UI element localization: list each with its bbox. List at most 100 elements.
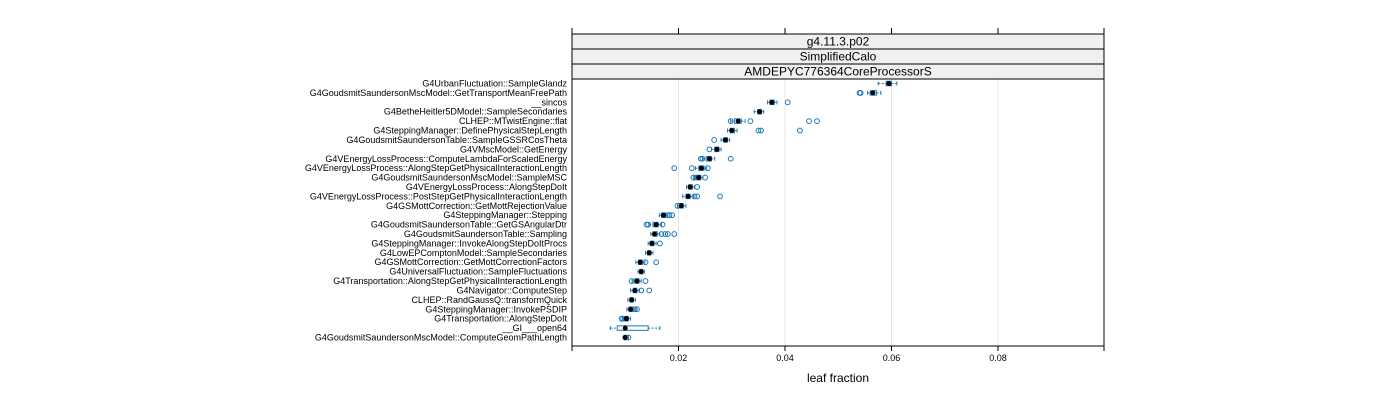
category-label-9: G4VEnergyLossProcess::AlongStepGetPhysic… xyxy=(305,163,567,173)
box-12 xyxy=(682,193,723,200)
outlier-point-0 xyxy=(691,193,698,200)
x-axis: 0.02 0.04 0.06 0.08 xyxy=(571,346,1105,363)
box-18 xyxy=(644,250,654,256)
median-point xyxy=(622,325,628,331)
outlier-point-1 xyxy=(666,212,673,219)
outlier-point-1 xyxy=(694,193,701,200)
category-label-17: G4SteppingManager::InvokeAlongStepDoItPr… xyxy=(371,238,567,248)
box-21 xyxy=(628,278,649,284)
box-19 xyxy=(635,259,660,266)
box-15 xyxy=(643,221,666,228)
box-17 xyxy=(647,240,663,247)
outlier-point-2 xyxy=(659,221,666,228)
outlier-point-2 xyxy=(664,231,671,237)
median-point xyxy=(714,146,720,152)
category-label-10: G4GoudsmitSaundersonMscModel::SampleMSC xyxy=(371,173,567,183)
outlier-point-1 xyxy=(688,165,695,172)
outlier-point-0 xyxy=(671,165,678,172)
category-label-15: G4GoudsmitSaundersonTable::GetGSAngularD… xyxy=(371,220,567,230)
outlier-point-0 xyxy=(658,231,665,237)
outlier-point-2 xyxy=(806,118,812,125)
outlier-point-0 xyxy=(727,118,734,125)
box-27 xyxy=(622,334,632,341)
outlier-point-0 xyxy=(711,137,718,143)
x-tick-label-1: 0.04 xyxy=(776,353,794,363)
outlier-point-2 xyxy=(797,127,803,134)
median-point xyxy=(685,193,691,199)
box-3 xyxy=(753,108,765,115)
category-label-27: G4GoudsmitSaundersonMscModel::ComputeGeo… xyxy=(315,333,567,343)
box-8 xyxy=(697,155,734,162)
outlier-point-0 xyxy=(784,99,791,106)
outlier-point-2 xyxy=(702,174,709,181)
outlier-point-0 xyxy=(642,259,649,266)
median-point xyxy=(735,118,741,124)
outlier-point-1 xyxy=(634,306,640,313)
outlier-point-1 xyxy=(645,221,652,228)
x-gridlines xyxy=(678,79,999,346)
category-label-8: G4VEnergyLossProcess::ComputeLambdaForSc… xyxy=(325,154,567,164)
box-22 xyxy=(630,287,653,294)
x-tick-label-3: 0.08 xyxy=(989,353,1007,363)
outlier-point-2 xyxy=(704,165,711,172)
category-label-5: G4SteppingManager::DefinePhysicalStepLen… xyxy=(373,126,567,136)
median-point xyxy=(629,297,635,303)
median-point xyxy=(678,203,684,209)
median-point xyxy=(638,269,644,275)
x-axis-title: leaf fraction xyxy=(807,371,869,385)
box-4 xyxy=(727,118,820,125)
box-10 xyxy=(690,174,709,181)
median-point xyxy=(756,109,762,115)
category-label-2: __sincos xyxy=(530,97,567,107)
median-point xyxy=(769,99,775,105)
box-20 xyxy=(637,268,645,275)
median-point xyxy=(687,184,693,190)
median-point xyxy=(706,156,712,162)
category-label-25: G4Transportation::AlongStepDoIt xyxy=(434,314,567,324)
median-point xyxy=(634,278,640,284)
category-label-12: G4VEnergyLossProcess::PostStepGetPhysica… xyxy=(310,191,567,201)
median-point xyxy=(696,175,702,181)
median-point xyxy=(632,287,638,293)
outlier-point-0 xyxy=(628,278,635,284)
category-label-26: __GI___open64 xyxy=(501,323,567,333)
box-14 xyxy=(658,212,676,219)
category-label-18: G4LowEPComptonModel::SampleSecondaries xyxy=(380,248,568,258)
box-13 xyxy=(674,202,687,209)
outlier-point-1 xyxy=(758,127,764,134)
outlier-point-2 xyxy=(669,212,676,219)
median-point xyxy=(722,137,728,143)
x-tick-label-0: 0.02 xyxy=(670,353,688,363)
outlier-point-3 xyxy=(814,118,820,125)
median-point xyxy=(622,335,628,340)
median-point xyxy=(886,81,892,86)
median-point xyxy=(698,165,704,171)
box-0 xyxy=(877,80,898,87)
outlier-point-1 xyxy=(747,118,754,125)
panel-strips: g4.11.3.p02SimplifiedCaloAMDEPYC776364Co… xyxy=(571,33,1105,80)
category-label-13: G4GSMottCorrection::GetMottRejectionValu… xyxy=(386,201,567,211)
box-2 xyxy=(766,99,791,106)
box-25 xyxy=(618,315,632,322)
outlier-point-0 xyxy=(694,184,701,190)
outlier-point-1 xyxy=(699,155,706,162)
median-point xyxy=(637,259,643,265)
category-label-4: CLHEP::MTwistEngine::flat xyxy=(459,116,568,126)
median-point xyxy=(652,231,658,237)
panel-border xyxy=(571,78,1105,347)
box-16 xyxy=(650,231,678,237)
outlier-point-0 xyxy=(755,127,762,134)
category-label-23: CLHEP::RandGaussQ::transformQuick xyxy=(411,295,567,305)
category-label-1: G4GoudsmitSaundersonMscModel::GetTranspo… xyxy=(310,88,567,98)
category-label-21: G4Transportation::AlongStepGetPhysicalIn… xyxy=(333,276,567,286)
box-iqr xyxy=(616,325,649,331)
strip-label-0: g4.11.3.p02 xyxy=(807,35,870,49)
outlier-point-0 xyxy=(656,240,663,247)
median-point xyxy=(646,250,652,256)
category-label-19: G4GSMottCorrection::GetMottCorrectionFac… xyxy=(374,257,567,267)
category-label-24: G4SteppingManager::InvokePSDIP xyxy=(425,304,567,314)
box-9 xyxy=(671,165,711,172)
box-series xyxy=(609,80,898,341)
outlier-point-1 xyxy=(642,278,649,284)
